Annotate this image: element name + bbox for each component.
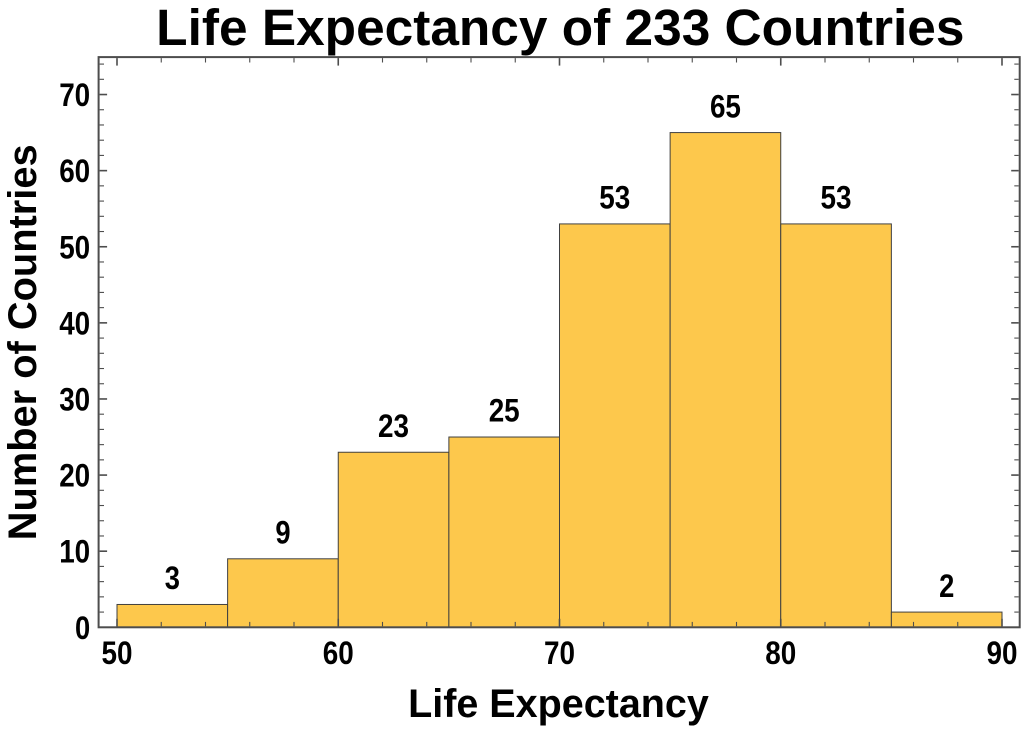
svg-text:70: 70 <box>59 77 90 113</box>
svg-text:50: 50 <box>102 635 133 671</box>
svg-text:23: 23 <box>378 408 409 444</box>
svg-text:90: 90 <box>987 635 1018 671</box>
svg-text:60: 60 <box>59 153 90 189</box>
svg-text:Life Expectancy of 233 Countri: Life Expectancy of 233 Countries <box>156 0 964 56</box>
svg-text:50: 50 <box>59 229 90 265</box>
svg-text:20: 20 <box>59 458 90 494</box>
svg-text:70: 70 <box>544 635 575 671</box>
svg-text:30: 30 <box>59 381 90 417</box>
svg-text:53: 53 <box>821 180 852 216</box>
svg-text:Life Expectancy: Life Expectancy <box>408 682 709 726</box>
svg-text:Number of Countries: Number of Countries <box>1 144 45 540</box>
svg-text:65: 65 <box>710 88 741 124</box>
svg-text:60: 60 <box>323 635 354 671</box>
svg-text:40: 40 <box>59 305 90 341</box>
svg-text:9: 9 <box>275 515 290 551</box>
svg-text:53: 53 <box>599 180 630 216</box>
svg-text:3: 3 <box>165 560 180 596</box>
svg-text:2: 2 <box>939 568 954 604</box>
svg-text:0: 0 <box>75 610 90 646</box>
svg-text:10: 10 <box>59 534 90 570</box>
svg-text:80: 80 <box>765 635 796 671</box>
svg-text:25: 25 <box>489 393 520 429</box>
